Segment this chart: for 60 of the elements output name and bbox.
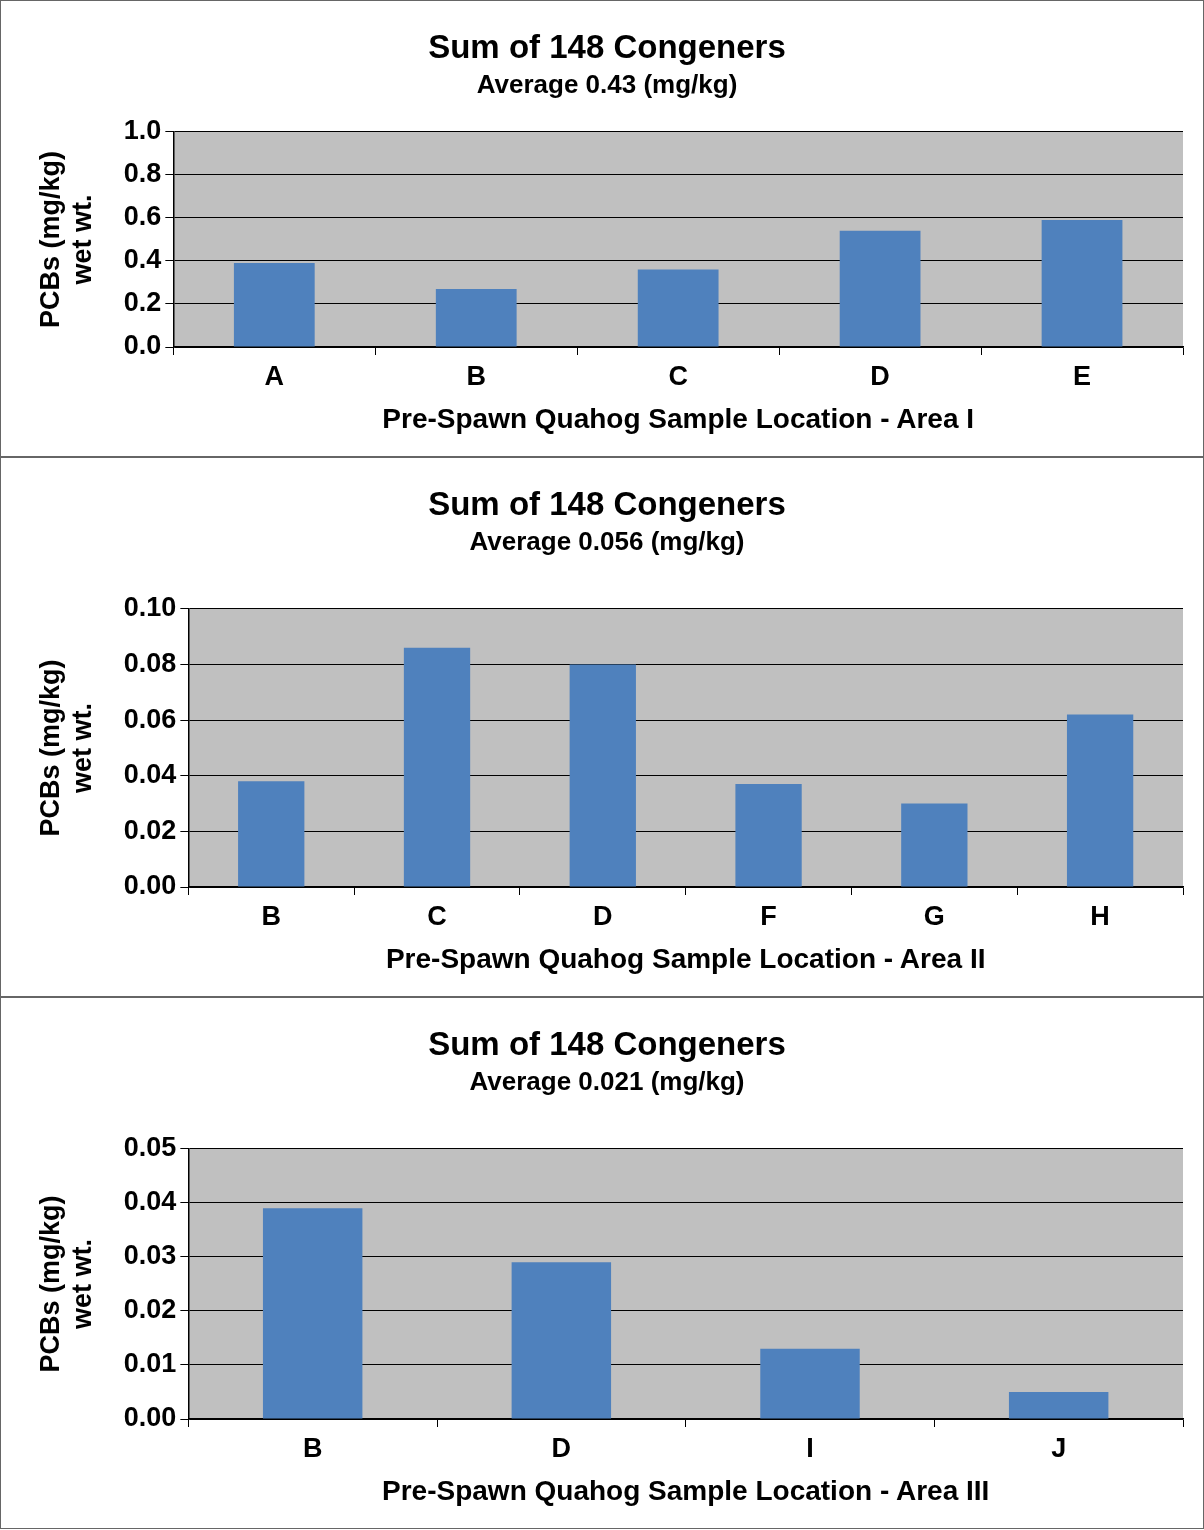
y-tick-label: 0.08 <box>123 647 177 678</box>
y-tick-label: 0.8 <box>123 158 162 189</box>
bar <box>238 781 305 887</box>
y-axis-title: PCBs (mg/kg) wet wt. <box>34 659 98 837</box>
bar <box>511 1262 612 1419</box>
y-axis-title: PCBs (mg/kg) wet wt. <box>34 150 98 328</box>
x-tick-label: B <box>302 1432 323 1463</box>
x-axis-title: Pre-Spawn Quahog Sample Location - Area III <box>382 1474 990 1506</box>
chart-subtitle: Average 0.021 (mg/kg) <box>469 1066 745 1097</box>
x-tick-label: E <box>1073 360 1092 391</box>
x-axis-title: Pre-Spawn Quahog Sample Location - Area II <box>385 942 986 974</box>
y-axis-title: PCBs (mg/kg) wet wt. <box>34 1195 98 1373</box>
y-tick-label: 0.0 <box>123 330 162 361</box>
y-tick-label: 0.02 <box>123 1294 177 1325</box>
y-tick-label: 0.2 <box>123 287 162 318</box>
y-tick-label: 0.03 <box>123 1240 177 1271</box>
x-tick-label: D <box>551 1432 572 1463</box>
bar <box>735 784 802 887</box>
bar <box>901 803 968 887</box>
bar <box>1008 1391 1109 1419</box>
bar <box>1066 714 1134 887</box>
x-tick-label: J <box>1051 1432 1067 1463</box>
y-tick-label: 0.04 <box>123 759 177 790</box>
x-tick-label: B <box>466 360 486 391</box>
x-tick-label: A <box>264 360 285 391</box>
y-tick-label: 0.06 <box>123 703 177 734</box>
x-tick-label: C <box>668 360 688 391</box>
x-axis-title: Pre-Spawn Quahog Sample Location - Area I <box>382 402 975 434</box>
y-tick-label: 0.00 <box>123 1402 177 1433</box>
x-tick-label: D <box>593 900 613 931</box>
bar <box>569 664 636 887</box>
x-tick-label: I <box>806 1432 814 1463</box>
chart-subtitle: Average 0.056 (mg/kg) <box>469 526 745 557</box>
chart-title: Sum of 148 Congeners <box>428 1024 786 1062</box>
x-tick-label: C <box>427 900 447 931</box>
y-tick-label: 0.04 <box>123 1186 177 1217</box>
x-tick-label: D <box>870 360 890 391</box>
chart-title: Sum of 148 Congeners <box>428 27 786 65</box>
y-tick-label: 0.01 <box>123 1348 177 1379</box>
x-tick-label: B <box>261 900 281 931</box>
bar <box>435 288 517 347</box>
bar <box>760 1348 860 1419</box>
y-tick-label: 0.6 <box>123 201 162 232</box>
chart-title: Sum of 148 Congeners <box>428 484 786 522</box>
y-tick-label: 0.10 <box>123 592 177 623</box>
chart-subtitle: Average 0.43 (mg/kg) <box>476 69 738 100</box>
x-tick-label: H <box>1090 900 1110 931</box>
bar <box>233 263 315 347</box>
y-tick-label: 0.00 <box>123 870 177 901</box>
y-tick-label: 0.02 <box>123 814 177 845</box>
y-tick-label: 1.0 <box>123 115 162 146</box>
bar <box>403 647 471 887</box>
x-tick-label: G <box>923 900 945 931</box>
y-tick-label: 0.05 <box>123 1132 177 1163</box>
bar <box>637 269 719 347</box>
x-tick-label: F <box>760 900 777 931</box>
bar <box>839 230 921 347</box>
bar <box>1041 220 1123 347</box>
bar <box>262 1208 363 1419</box>
y-tick-label: 0.4 <box>123 244 162 275</box>
